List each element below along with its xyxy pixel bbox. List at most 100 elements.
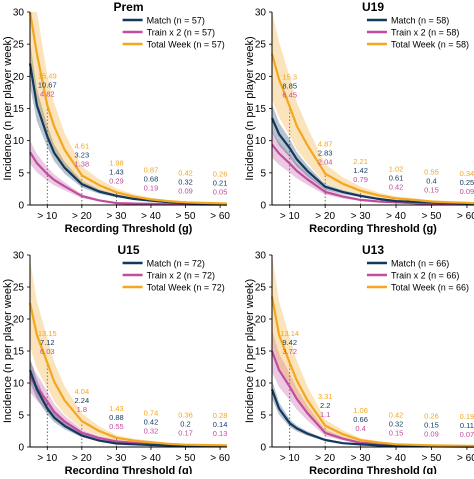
y-tick-label: 0 [18,201,24,212]
x-tick-label: > 50 [176,211,196,222]
chart-panel: 0 5 10 15 20 25 30 > 10 > 20 > 30 > 40 > 50 > 60 13.1… [2,243,230,477]
data-label: 0.42 [178,168,193,177]
data-label: 0.61 [389,173,404,182]
data-label: 0.11 [460,421,474,430]
chart-panel: 0 5 10 15 20 25 30 > 10 > 20 > 30 > 40 > 50 > 60 13.1… [244,243,474,477]
y-tick-label: 25 [255,283,267,294]
x-tick-label: > 40 [386,211,406,222]
series-line [270,296,474,447]
legend-label: Total Week (n = 57) [147,40,225,50]
data-label: 3.23 [75,150,90,159]
data-label: 9.42 [282,338,297,347]
legend-label: Match (n = 58) [391,16,449,26]
series-line [28,302,228,447]
x-tick-label: > 50 [422,453,442,464]
data-label: 0.09 [424,429,439,438]
data-label: 0.15 [389,428,404,437]
legend-label: Match (n = 57) [147,16,205,26]
data-label: 4.87 [318,140,333,149]
legend-label: Match (n = 72) [147,259,205,269]
legend-label: Total Week (n = 66) [391,283,469,293]
x-tick-label: > 10 [280,211,300,222]
y-axis-label: Incidence (n per player week) [244,279,256,423]
y-tick-label: 30 [255,251,267,262]
x-tick-label: > 40 [141,211,161,222]
y-axis-label: Incidence (n per player week) [2,279,14,423]
data-label: 0.32 [178,177,193,186]
y-tick-label: 15 [13,347,25,358]
y-tick-label: 30 [13,251,25,262]
series-line [270,53,474,205]
data-label: 13.15 [38,329,57,338]
y-tick-label: 30 [13,8,25,19]
data-label: 1.43 [109,404,124,413]
x-tick-label: > 10 [37,211,57,222]
y-tick-label: 5 [260,168,266,179]
panel-title: U13 [362,243,384,257]
x-tick-label: > 20 [72,453,92,464]
y-tick-label: 10 [13,136,25,147]
data-label: 1.98 [109,158,124,167]
x-tick-label: > 20 [315,211,335,222]
data-label: 0.07 [460,430,474,439]
x-tick-label: > 30 [351,453,371,464]
x-tick-label: > 50 [176,453,196,464]
legend-label: Train x 2 (n = 72) [147,271,215,281]
data-label: 0.14 [213,420,228,429]
y-tick-label: 30 [255,8,267,19]
x-tick-label: > 60 [210,211,230,222]
y-tick-label: 15 [255,347,267,358]
data-label: 0.32 [389,419,404,428]
series-line [28,11,228,205]
data-label: 1.38 [75,159,90,168]
data-label: 0.15 [424,185,439,194]
x-tick-label: > 10 [280,453,300,464]
data-label: 0.19 [144,183,159,192]
legend-label: Total Week (n = 72) [147,283,225,293]
data-label: 0.32 [144,426,159,435]
data-label: 0.26 [424,411,439,420]
data-label: 1.06 [353,406,368,415]
x-tick-label: > 50 [422,211,442,222]
data-label: 3.72 [282,347,297,356]
data-label: 4.82 [40,89,55,98]
y-tick-label: 0 [260,443,266,454]
x-tick-label: > 10 [37,453,57,464]
x-tick-label: > 20 [315,453,335,464]
x-tick-label: > 60 [210,453,230,464]
data-label: 1.1 [320,410,330,419]
chart-panel: 0 5 10 15 20 25 30 > 10 > 20 > 30 > 40 > 50 > 60 15.4… [2,0,230,235]
data-label: 0.05 [213,187,228,196]
data-label: 4.04 [75,387,90,396]
legend-label: Total Week (n = 58) [391,40,469,50]
y-tick-label: 25 [13,283,25,294]
data-label: 0.74 [144,408,159,417]
y-tick-label: 15 [255,104,267,115]
data-label: 7.12 [40,338,55,347]
data-label: 0.87 [144,165,159,174]
y-tick-label: 15 [13,104,25,115]
y-axis-label: Incidence (n per player week) [244,36,256,180]
y-tick-label: 5 [18,411,24,422]
data-label: 1.43 [109,167,124,176]
legend-label: Match (n = 66) [391,259,449,269]
data-label: 4.61 [75,141,90,150]
data-label: 2.2 [320,401,330,410]
y-tick-label: 0 [260,201,266,212]
data-label: 0.34 [460,169,474,178]
data-label: 6.03 [40,347,55,356]
y-tick-label: 0 [18,443,24,454]
x-tick-label: > 40 [141,453,161,464]
data-label: 10.67 [38,80,57,89]
data-label: 0.68 [144,174,159,183]
data-label: 0.42 [389,410,404,419]
data-label: 13.14 [280,329,299,338]
data-label: 0.42 [144,417,159,426]
data-label: 2.24 [75,396,90,405]
legend-label: Train x 2 (n = 57) [147,28,215,38]
legend-label: Train x 2 (n = 66) [391,271,459,281]
x-tick-label: > 60 [457,211,474,222]
x-tick-label: > 30 [107,453,127,464]
data-label: 15.3 [282,73,297,82]
